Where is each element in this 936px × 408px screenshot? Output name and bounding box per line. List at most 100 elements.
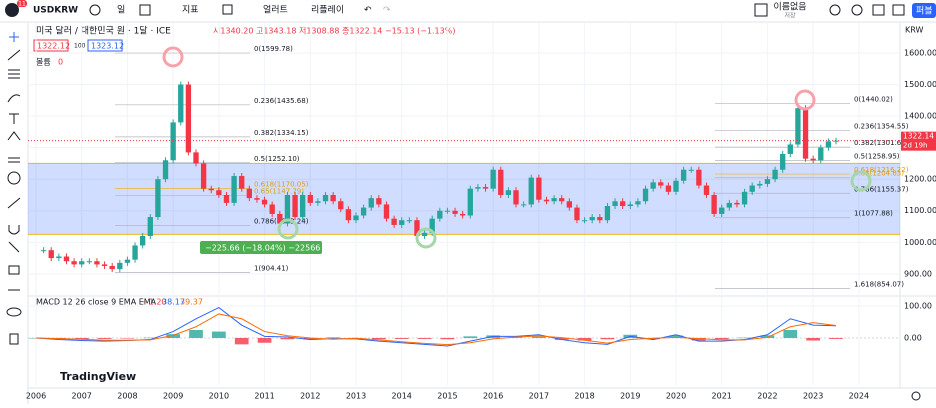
spread: 100 <box>74 43 86 50</box>
x-tick-label: 2020 <box>666 392 686 401</box>
add-symbol[interactable] <box>89 4 101 16</box>
candle <box>101 264 108 266</box>
redo[interactable]: ↷ <box>383 6 391 16</box>
layout-name[interactable]: 이름없음 <box>773 2 806 13</box>
range-box <box>28 163 900 235</box>
fib-label: 0.236(1435.68) <box>254 97 309 105</box>
publish-btn[interactable] <box>912 3 936 18</box>
publish[interactable]: 퍼블 <box>916 6 933 17</box>
candle <box>635 201 641 205</box>
candle <box>231 176 237 203</box>
snapshot[interactable] <box>892 4 905 16</box>
macd-hist <box>143 337 158 339</box>
macd-title: MACD 12 26 close 9 EMA EMA <box>36 298 157 307</box>
candle <box>277 213 283 224</box>
layout-icon[interactable] <box>754 3 768 17</box>
candle <box>147 217 153 236</box>
macd-value: 38.17 <box>162 298 185 307</box>
candle <box>223 194 230 203</box>
candle <box>56 256 62 259</box>
fib-label: 0.618(1216.22) <box>854 166 909 174</box>
annotation-circle <box>162 46 184 68</box>
candle <box>467 188 473 216</box>
fullscreen[interactable] <box>872 4 885 16</box>
currency: KRW <box>905 26 923 35</box>
macd-hist <box>234 337 249 345</box>
legend-ohlc: 시1340.20 고1343.18 저1308.88 종1322.14 −15.… <box>213 27 455 36</box>
undo[interactable]: ↶ <box>364 6 372 16</box>
ask-box[interactable] <box>87 39 123 52</box>
candle <box>627 204 633 207</box>
volume: 0 <box>58 58 63 67</box>
legend-title: 미국 달러 / 대한민국 원 · 1달 · ICE <box>36 25 171 37</box>
candle <box>63 256 70 262</box>
candle <box>475 187 481 189</box>
candle <box>795 108 801 145</box>
macd-hist <box>714 337 729 340</box>
candle <box>315 201 321 203</box>
candle <box>513 190 519 205</box>
fib-label: 0(1440.02) <box>854 95 893 103</box>
annotation-circle <box>850 170 872 192</box>
save[interactable]: 저장 <box>784 12 796 20</box>
x-tick-label: 2016 <box>483 392 503 401</box>
candle <box>505 190 512 195</box>
x-tick-label: 2021 <box>712 392 732 401</box>
chart-type[interactable] <box>139 4 151 16</box>
candle <box>261 199 268 205</box>
drawing-tools[interactable] <box>6 32 22 345</box>
y-tick-label: 1200.00 <box>904 175 936 184</box>
macd-hist <box>669 335 683 338</box>
candle <box>376 198 382 205</box>
candle <box>345 209 352 221</box>
candle <box>620 201 626 207</box>
templates[interactable] <box>222 4 233 15</box>
time-settings[interactable] <box>911 391 921 401</box>
candle <box>818 147 824 161</box>
interval[interactable]: 일 <box>117 5 125 16</box>
replay[interactable]: 리플레이 <box>311 5 344 16</box>
candle <box>368 198 374 208</box>
candle <box>292 194 298 218</box>
candle <box>307 194 313 203</box>
settings[interactable] <box>851 4 863 16</box>
bid-box[interactable] <box>33 39 69 52</box>
alert[interactable]: 얼러트 <box>263 5 288 16</box>
macd-hist <box>212 331 226 338</box>
volume-label: 볼륨 <box>36 57 51 67</box>
candle <box>528 177 534 205</box>
macd-hist <box>463 336 478 338</box>
candle <box>79 261 85 265</box>
candle <box>460 213 466 216</box>
candle <box>178 84 184 123</box>
logo: TradingView <box>60 370 136 383</box>
top-bar <box>0 0 936 22</box>
candle <box>338 201 344 210</box>
candle <box>437 210 443 219</box>
candle <box>391 218 397 225</box>
macd-hist <box>829 337 843 339</box>
fib-label: 1.618(854.07) <box>854 280 904 288</box>
indicators[interactable]: 지표 <box>182 5 199 16</box>
macd-hist <box>554 337 569 340</box>
badge: 11 <box>18 1 26 8</box>
macd-hist <box>394 337 409 339</box>
fib-label: 0.382(1334.15) <box>254 129 309 137</box>
candle <box>109 265 115 270</box>
candle <box>170 122 176 161</box>
symbol[interactable]: USDKRW <box>33 6 78 16</box>
signal-line <box>35 313 837 346</box>
candle <box>300 194 306 218</box>
macd-hist <box>417 337 432 339</box>
x-tick-label: 2019 <box>620 392 640 401</box>
candle <box>421 232 428 236</box>
avatar[interactable] <box>5 3 19 17</box>
candle <box>140 235 146 246</box>
candle <box>764 179 771 184</box>
fib-label: 0.786(1155.37) <box>854 185 909 193</box>
candle <box>185 84 192 153</box>
search[interactable] <box>829 4 841 16</box>
fib-label: 0.65(1147.79) <box>254 188 304 196</box>
macd-hist <box>326 337 340 338</box>
candle <box>132 245 138 260</box>
